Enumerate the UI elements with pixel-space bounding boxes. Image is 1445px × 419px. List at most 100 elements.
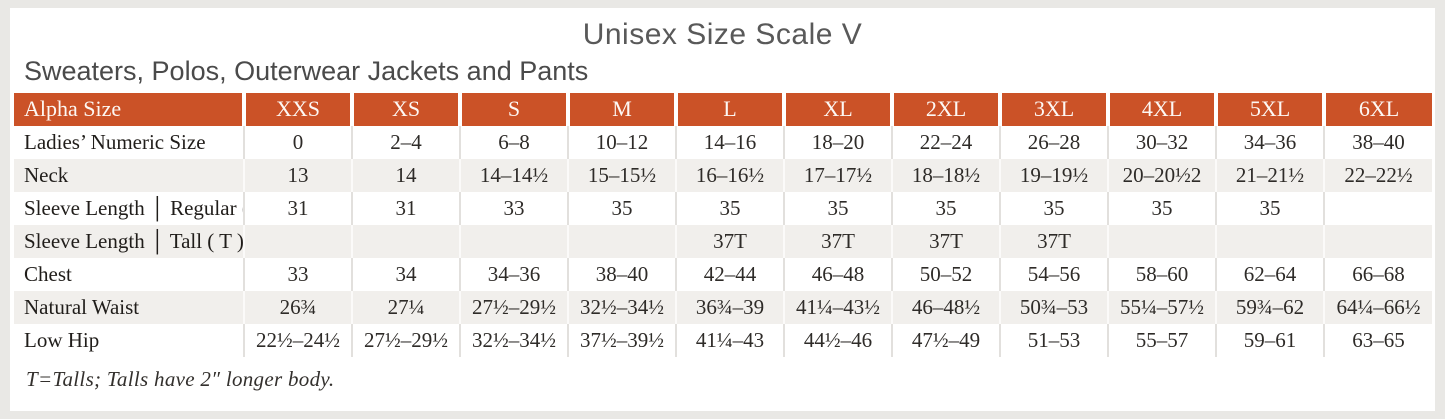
value-cell: 34–36 — [459, 257, 568, 291]
value-cell: 41¼–43½ — [783, 290, 892, 324]
value-cell: 59–61 — [1215, 323, 1324, 357]
table-row: Ladies’ Numeric Size 0 2–4 6–8 10–12 14–16 18–… — [14, 125, 1432, 159]
table-body: Ladies’ Numeric Size 0 2–4 6–8 10–12 14–16 18–… — [14, 125, 1432, 357]
value-cell: 35 — [675, 191, 784, 225]
table-row: Low Hip 22½–24½ 27½–29½ 32½–34½ 37½–39½ 41¼–4… — [14, 323, 1432, 357]
talls-footnote: T=Talls; Talls have 2″ longer body. — [26, 366, 335, 391]
value-cell: 37T — [999, 224, 1108, 258]
value-cell: 64¼–66½ — [1323, 290, 1432, 324]
value-cell: 37½–39½ — [567, 323, 676, 357]
value-cell: 18–18½ — [891, 158, 1000, 192]
value-cell — [1323, 191, 1432, 225]
value-cell: 2–4 — [351, 125, 460, 159]
value-cell: 10–12 — [567, 125, 676, 159]
row-label: Chest — [24, 261, 72, 286]
value-cell: 58–60 — [1107, 257, 1216, 291]
value-cell: 46–48 — [783, 257, 892, 291]
value-cell: 14 — [351, 158, 460, 192]
value-cell: 30–32 — [1107, 125, 1216, 159]
value-cell: 35 — [891, 191, 1000, 225]
value-cell: 15–15½ — [567, 158, 676, 192]
header-cell-xs: XS — [350, 92, 460, 126]
value-cell: 13 — [243, 158, 352, 192]
value-cell: 22–24 — [891, 125, 1000, 159]
value-cell: 34–36 — [1215, 125, 1324, 159]
value-cell: 44½–46 — [783, 323, 892, 357]
value-cell: 14–14½ — [459, 158, 568, 192]
header-cell-6xl: 6XL — [1322, 92, 1432, 126]
value-cell: 46–48½ — [891, 290, 1000, 324]
value-cell: 19–19½ — [999, 158, 1108, 192]
value-cell: 27½–29½ — [459, 290, 568, 324]
value-cell: 20–20½2 — [1107, 158, 1216, 192]
row-label: Ladies’ Numeric Size — [24, 129, 206, 154]
value-cell: 31 — [351, 191, 460, 225]
table-row: Chest 33 34 34–36 38–40 42–44 46–48 50–52 54–56 5… — [14, 257, 1432, 291]
value-cell: 38–40 — [1323, 125, 1432, 159]
value-cell — [567, 224, 676, 258]
value-cell — [1107, 224, 1216, 258]
size-scale-table: Alpha Size XXS XS S M L XL 2XL 3XL 4XL 5XL 6XL Ladi… — [14, 92, 1432, 357]
value-cell: 22½–24½ — [243, 323, 352, 357]
value-cell: 35 — [783, 191, 892, 225]
value-cell: 34 — [351, 257, 460, 291]
value-cell: 0 — [243, 125, 352, 159]
page-subtitle: Sweaters, Polos, Outerwear Jackets and P… — [24, 56, 589, 86]
value-cell: 26¾ — [243, 290, 352, 324]
value-cell: 37T — [891, 224, 1000, 258]
table-row: Neck 13 14 14–14½ 15–15½ 16–16½ 17–17½ 18–18½ 19… — [14, 158, 1432, 192]
header-cell-s: S — [458, 92, 568, 126]
value-cell: 47½–49 — [891, 323, 1000, 357]
value-cell: 21–21½ — [1215, 158, 1324, 192]
value-cell: 18–20 — [783, 125, 892, 159]
value-cell: 33 — [243, 257, 352, 291]
table-row: Sleeve Length │ Tall ( T ) 37T 37T 37T 37T — [14, 224, 1432, 258]
row-label: Sleeve Length │ Regular ( R ) — [24, 195, 244, 220]
value-cell: 32½–34½ — [459, 323, 568, 357]
row-label: Sleeve Length │ Tall ( T ) — [14, 224, 244, 258]
value-cell: 41¼–43 — [675, 323, 784, 357]
value-cell: 50–52 — [891, 257, 1000, 291]
value-cell: 54–56 — [999, 257, 1108, 291]
row-label: Neck — [14, 158, 244, 192]
size-chart-page: Unisex Size Scale V Sweaters, Polos, Out… — [10, 8, 1435, 411]
value-cell: 27¼ — [351, 290, 460, 324]
value-cell: 35 — [1215, 191, 1324, 225]
row-label: Natural Waist — [14, 290, 244, 324]
table-row: Sleeve Length │ Regular ( R )31313335353… — [14, 191, 1432, 225]
value-cell — [1323, 224, 1432, 258]
header-cell-4xl: 4XL — [1106, 92, 1216, 126]
value-cell: 17–17½ — [783, 158, 892, 192]
header-cell-2xl: 2XL — [890, 92, 1000, 126]
value-cell: 59¾–62 — [1215, 290, 1324, 324]
header-cell-xxs: XXS — [242, 92, 352, 126]
value-cell: 55¼–57½ — [1107, 290, 1216, 324]
page-title: Unisex Size Scale V — [582, 18, 863, 51]
table-header: Alpha Size XXS XS S M L XL 2XL 3XL 4XL 5XL 6XL — [14, 92, 1432, 126]
value-cell: 33 — [459, 191, 568, 225]
value-cell: 26–28 — [999, 125, 1108, 159]
value-cell: 35 — [999, 191, 1108, 225]
header-cell-5xl: 5XL — [1214, 92, 1324, 126]
value-cell: 42–44 — [675, 257, 784, 291]
value-cell: 51–53 — [999, 323, 1108, 357]
value-cell: 27½–29½ — [351, 323, 460, 357]
value-cell: 35 — [567, 191, 676, 225]
value-cell: 38–40 — [567, 257, 676, 291]
value-cell: 35 — [1107, 191, 1216, 225]
header-cell-l: L — [674, 92, 784, 126]
value-cell — [243, 224, 352, 258]
header-cell-xl: XL — [782, 92, 892, 126]
row-label: Low Hip — [24, 327, 100, 352]
table-row: Natural Waist 26¾ 27¼ 27½–29½ 32½–34½ 36¾–39 4… — [14, 290, 1432, 324]
value-cell: 66–68 — [1323, 257, 1432, 291]
value-cell — [459, 224, 568, 258]
value-cell: 55–57 — [1107, 323, 1216, 357]
value-cell: 63–65 — [1323, 323, 1432, 357]
value-cell: 22–22½ — [1323, 158, 1432, 192]
value-cell: 37T — [783, 224, 892, 258]
value-cell — [1215, 224, 1324, 258]
value-cell: 50¾–53 — [999, 290, 1108, 324]
value-cell: 36¾–39 — [675, 290, 784, 324]
value-cell: 31 — [243, 191, 352, 225]
